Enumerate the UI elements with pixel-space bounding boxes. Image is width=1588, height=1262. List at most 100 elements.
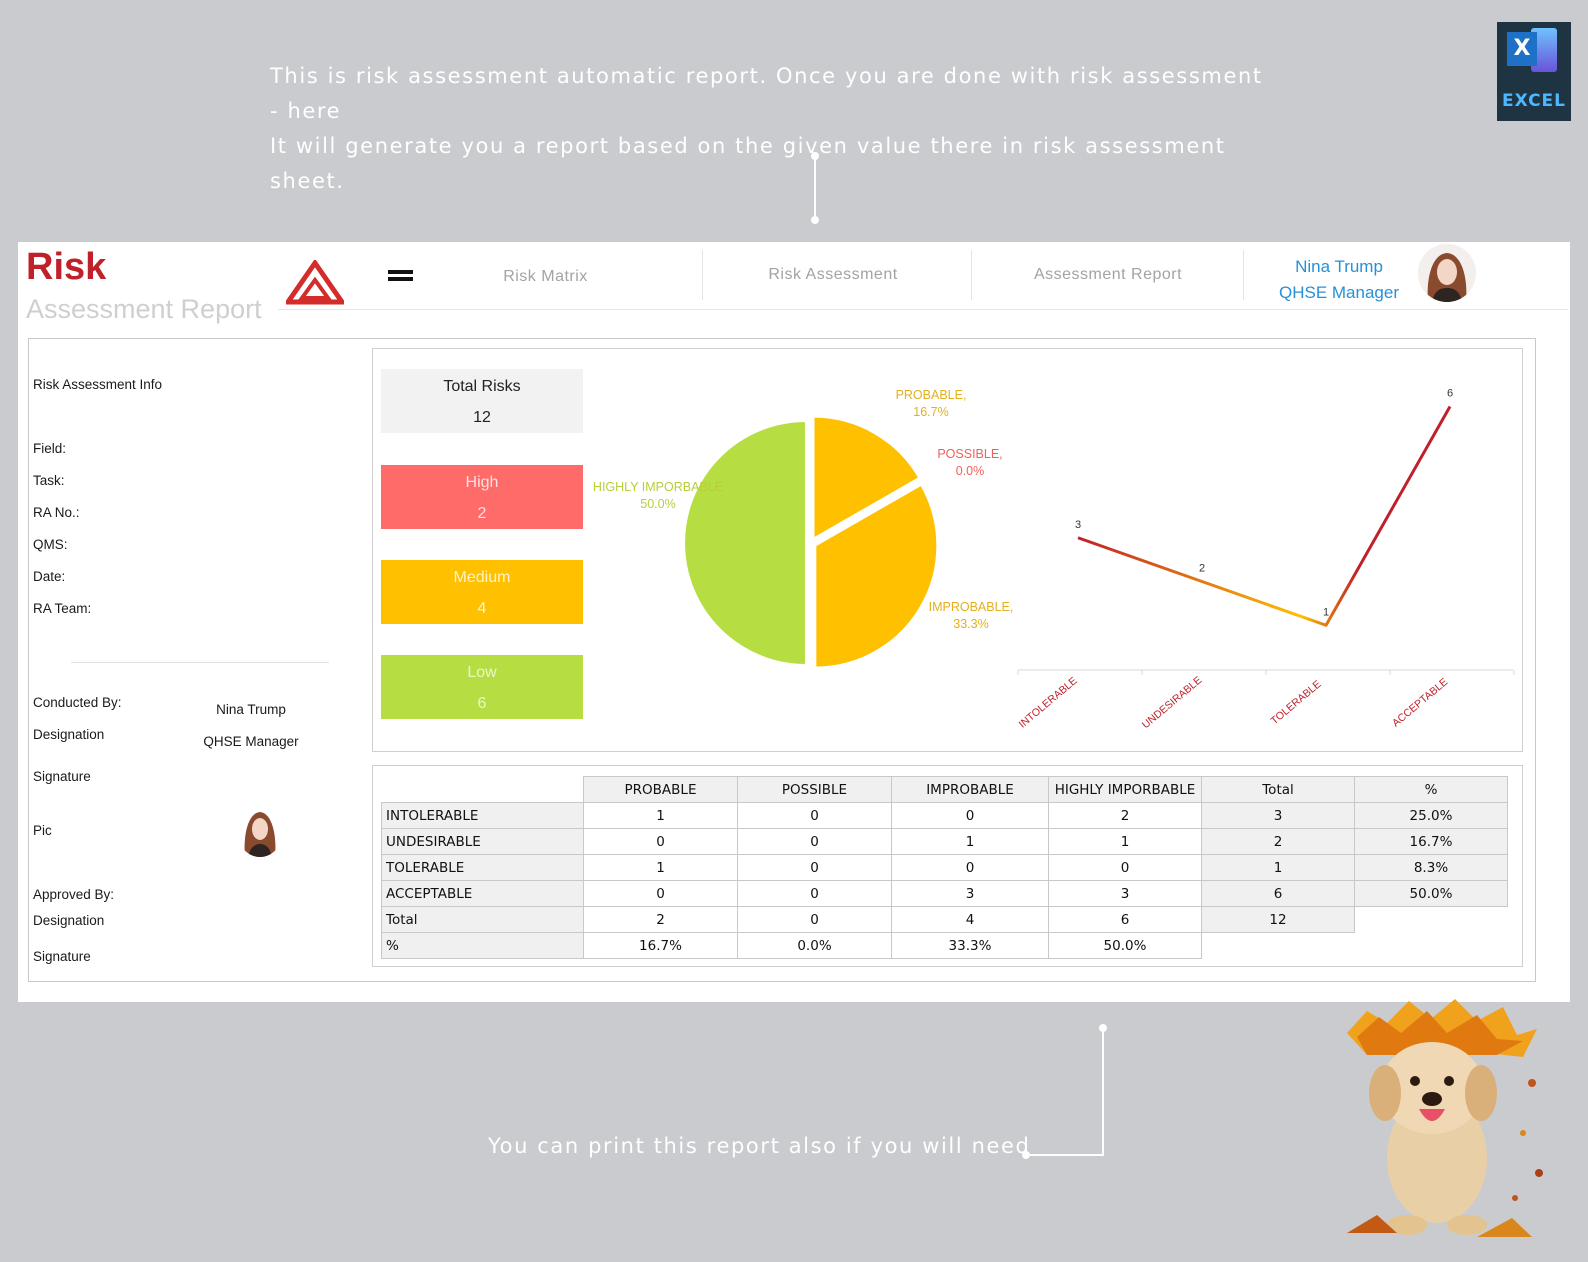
field-label-ra-no: RA No.:	[33, 505, 80, 520]
pie-slice	[812, 415, 921, 541]
header-divider	[278, 309, 1568, 310]
kpi-high: High 2	[381, 465, 583, 529]
nav-separator	[971, 250, 972, 300]
kpi-low-value: 6	[477, 695, 487, 712]
table-cell: 16.7%	[1354, 828, 1508, 855]
pie-percent-label: 0.0%	[956, 464, 985, 478]
charts-panel: Total Risks 12 High 2 Medium 4 Low 6 PRO…	[372, 348, 1523, 752]
brand-title: Risk	[26, 246, 107, 288]
table-row-label: Total	[381, 906, 584, 933]
avatar	[237, 805, 283, 857]
pie-percent-label: 50.0%	[640, 497, 675, 511]
field-label-date: Date:	[33, 569, 66, 584]
line-data-label: 6	[1447, 388, 1453, 400]
line-category-label: UNDESIRABLE	[1140, 674, 1204, 731]
kpi-high-value: 2	[477, 505, 487, 522]
table-cell: 0	[891, 802, 1049, 829]
table-cell: 0	[1048, 854, 1202, 881]
user-role: QHSE Manager	[1279, 283, 1399, 302]
pie-slice	[683, 419, 807, 667]
table-row: TOLERABLE 1 0 0 0 1 8.3%	[381, 854, 1508, 881]
signature-label: Signature	[33, 769, 91, 784]
table-cell: 0	[583, 828, 738, 855]
risk-summary-table: PROBABLE POSSIBLE IMPROBABLE HIGHLY IMPORBA…	[381, 776, 1508, 959]
field-label-qms: QMS:	[33, 537, 68, 552]
table-cell: 4	[891, 906, 1049, 933]
table-header-cell: IMPROBABLE	[891, 776, 1049, 803]
info-divider	[71, 662, 329, 663]
table-cell: 0	[737, 802, 892, 829]
avatar[interactable]	[1418, 244, 1476, 302]
conducted-by-label: Conducted By:	[33, 695, 122, 710]
table-cell: 6	[1048, 906, 1202, 933]
kpi-medium-label: Medium	[453, 569, 511, 586]
charts-canvas: PROBABLE,16.7%POSSIBLE,0.0%IMPROBABLE,33…	[593, 388, 1515, 731]
table-cell: 25.0%	[1354, 802, 1508, 829]
excel-label: EXCEL	[1501, 91, 1567, 111]
pie-percent-label: 16.7%	[913, 405, 948, 419]
signature-2-label: Signature	[33, 949, 91, 964]
nav-assessment-report[interactable]: Assessment Report	[1033, 266, 1183, 283]
line-data-label: 3	[1075, 519, 1081, 531]
hamburger-menu-icon[interactable]	[388, 270, 413, 284]
table-cell: 0	[583, 880, 738, 907]
connector-line-bottom-vertical	[1102, 1028, 1104, 1156]
table-row: UNDESIRABLE 0 0 1 1 2 16.7%	[381, 828, 1508, 855]
bottom-caption: You can print this report also if you wi…	[488, 1134, 1031, 1158]
table-cell: 1	[583, 802, 738, 829]
table-row-label: INTOLERABLE	[381, 802, 584, 829]
table-header-row: PROBABLE POSSIBLE IMPROBABLE HIGHLY IMPORBA…	[382, 776, 1508, 803]
table-cell: 2	[583, 906, 738, 933]
info-heading: Risk Assessment Info	[33, 377, 163, 392]
table-cell: 2	[1201, 828, 1355, 855]
brand-subtitle: Assessment Report	[26, 294, 262, 324]
table-cell: 12	[1201, 906, 1355, 933]
pie-label: POSSIBLE,	[937, 447, 1002, 461]
pie-label: IMPROBABLE,	[929, 600, 1014, 614]
table-header-cell: PROBABLE	[583, 776, 738, 803]
kpi-medium: Medium 4	[381, 560, 583, 624]
connector-line-top	[814, 156, 816, 218]
kpi-medium-value: 4	[477, 600, 487, 617]
table-cell: 0	[737, 828, 892, 855]
user-name: Nina Trump	[1295, 257, 1383, 276]
pie-slice	[814, 483, 939, 669]
table-cell: 8.3%	[1354, 854, 1508, 881]
summary-table-panel: PROBABLE POSSIBLE IMPROBABLE HIGHLY IMPORBA…	[372, 765, 1523, 967]
connector-dot-bottom-end	[1022, 1151, 1030, 1159]
table-cell	[1355, 907, 1508, 933]
excel-x-letter: X	[1507, 32, 1537, 66]
pie-label: PROBABLE,	[896, 388, 967, 402]
field-label-task: Task:	[33, 473, 65, 488]
table-row: Total 2 0 4 6 12	[381, 906, 1508, 933]
connector-dot-top-end	[811, 216, 819, 224]
line-series	[1077, 405, 1452, 627]
table-row-label: ACCEPTABLE	[381, 880, 584, 907]
table-cell: 2	[1048, 802, 1202, 829]
table-header-cell: %	[1354, 776, 1508, 803]
table-cell	[1355, 933, 1508, 959]
puppy-illustration	[1347, 999, 1543, 1237]
pic-label: Pic	[33, 823, 52, 838]
table-cell: 0	[737, 854, 892, 881]
table-cell: 1	[583, 854, 738, 881]
table-row: INTOLERABLE 1 0 0 2 3 25.0%	[381, 802, 1508, 829]
conducted-by-value: Nina Trump	[216, 702, 286, 717]
table-header-cell: HIGHLY IMPORBABLE	[1048, 776, 1202, 803]
table-cell: 3	[891, 880, 1049, 907]
nav-risk-assessment[interactable]: Risk Assessment	[768, 266, 898, 283]
designation-2-label: Designation	[33, 913, 105, 928]
triangle-logo-icon	[286, 260, 344, 305]
kpi-total-label: Total Risks	[443, 378, 521, 395]
caption-line-1: This is risk assessment automatic report…	[270, 64, 1263, 123]
table-cell: 50.0%	[1354, 880, 1508, 907]
table-row-label: TOLERABLE	[381, 854, 584, 881]
designation-value: QHSE Manager	[203, 734, 299, 749]
line-category-label: INTOLERABLE	[1017, 675, 1080, 731]
connector-dot-bottom	[1099, 1024, 1107, 1032]
caption-line-2: It will generate you a report based on t…	[270, 134, 1226, 193]
nav-risk-matrix[interactable]: Risk Matrix	[503, 268, 588, 285]
nav-separator	[702, 250, 703, 300]
line-data-label: 2	[1199, 563, 1205, 575]
table-cell: 1	[891, 828, 1049, 855]
